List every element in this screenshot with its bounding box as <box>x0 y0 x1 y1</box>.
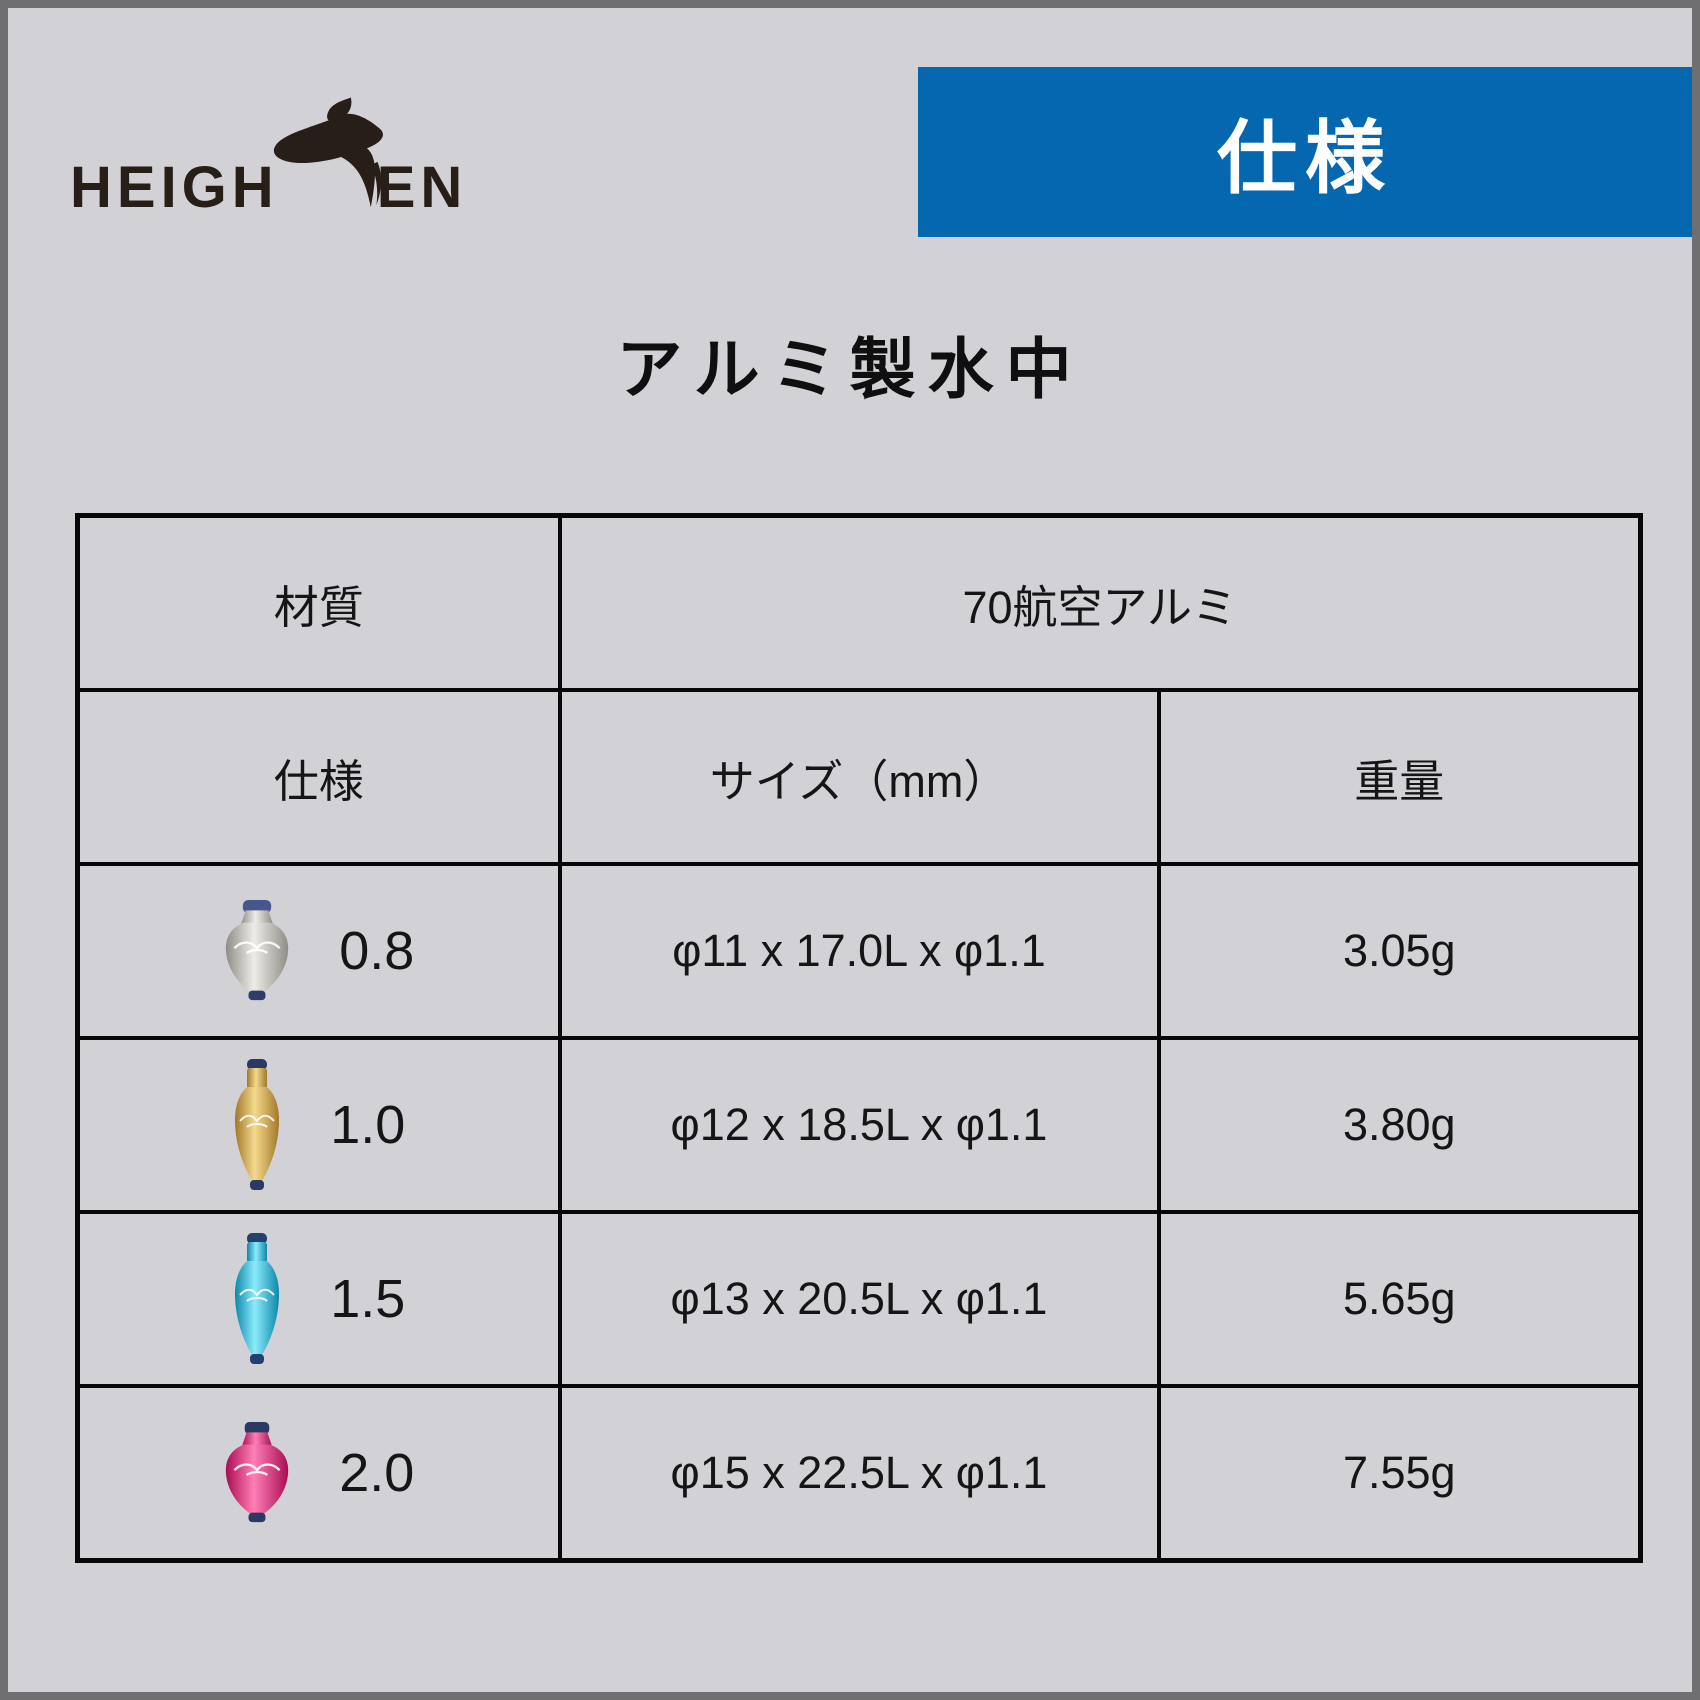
weight-value: 7.55g <box>1156 1384 1643 1563</box>
brand-logo: HEIGH EN <box>70 96 468 220</box>
header-row: 仕様 サイズ（mm） 重量 <box>75 688 1643 866</box>
logo-text-right: EN <box>376 154 468 220</box>
sinker-gold-icon <box>235 1059 280 1190</box>
weight-value: 3.80g <box>1156 1036 1643 1214</box>
table-row: 1.5 φ13 x 20.5L x φ1.1 5.65g <box>75 1210 1643 1388</box>
material-label: 材質 <box>75 513 562 692</box>
whale-icon <box>273 97 383 208</box>
size-value: φ15 x 22.5L x φ1.1 <box>557 1384 1161 1563</box>
page-title: アルミ製水中 <box>616 332 1084 406</box>
size-value: φ13 x 20.5L x φ1.1 <box>557 1210 1161 1388</box>
material-row: 材質 70航空アルミ <box>75 513 1643 692</box>
column-header-size: サイズ（mm） <box>557 688 1161 866</box>
weight-value: 5.65g <box>1156 1210 1643 1388</box>
spec-table: 材質 70航空アルミ 仕様 サイズ（mm） 重量 <box>75 513 1644 1563</box>
table-row: 0.8 φ11 x 17.0L x φ1.1 3.05g <box>75 862 1643 1040</box>
size-value: φ11 x 17.0L x φ1.1 <box>557 862 1161 1040</box>
size-value: φ12 x 18.5L x φ1.1 <box>557 1036 1161 1214</box>
logo-text-left: HEIGH <box>70 154 279 220</box>
sinker-pink-icon <box>226 1422 289 1523</box>
table-row: 2.0 φ15 x 22.5L x φ1.1 7.55g <box>75 1384 1643 1563</box>
sinker-cyan-icon <box>235 1233 280 1364</box>
column-header-spec: 仕様 <box>75 688 562 866</box>
spec-value: 2.0 <box>339 1443 415 1503</box>
spec-value: 0.8 <box>339 921 415 981</box>
sinker-silver-icon <box>226 900 289 1001</box>
spec-banner: 仕様 <box>918 67 1692 237</box>
material-value: 70航空アルミ <box>557 513 1643 692</box>
spec-value: 1.0 <box>330 1095 406 1155</box>
spec-value: 1.5 <box>330 1269 406 1329</box>
spec-banner-label: 仕様 <box>1217 114 1393 203</box>
table-row: 1.0 φ12 x 18.5L x φ1.1 3.80g <box>75 1036 1643 1214</box>
column-header-weight: 重量 <box>1156 688 1643 866</box>
weight-value: 3.05g <box>1156 862 1643 1040</box>
